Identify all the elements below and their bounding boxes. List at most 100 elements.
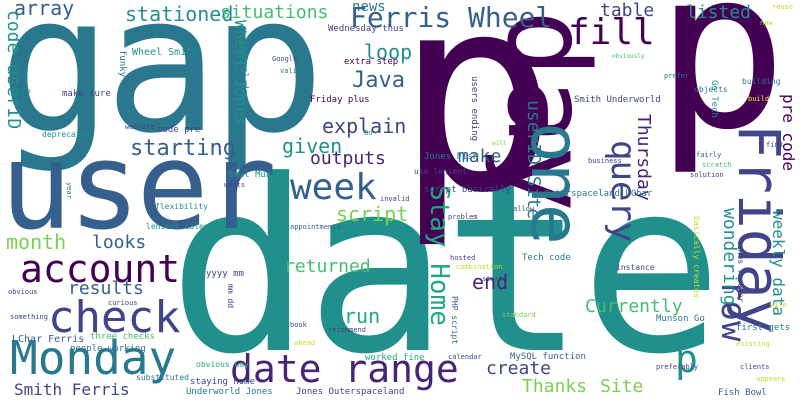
word-thursday: Thursday (633, 114, 654, 201)
word-solution: solution (690, 171, 724, 179)
word-create: create (486, 358, 552, 379)
word-code-userid: code userID (3, 10, 24, 130)
word-mysql-function: MySQL function (510, 352, 586, 362)
word-stay-home: Stay Home (424, 185, 454, 326)
word-script-basically: script basically (424, 185, 511, 195)
word-java: Java (352, 68, 405, 93)
word-business: business (588, 157, 622, 165)
word-lenient-calendar: lenient calendar (146, 222, 224, 231)
word-table: table (600, 0, 655, 21)
word-site: Site (600, 376, 644, 397)
word-existing: existing (736, 340, 770, 348)
word-users-ending: users ending (469, 76, 479, 142)
word-outputs: outputs (310, 148, 386, 169)
word-userid-site: userID Site (523, 100, 544, 220)
word-gap: gap (0, 0, 325, 175)
word-munson-go: Munson Go (656, 314, 705, 324)
word-appears: appears (756, 375, 786, 383)
word-hosted: hosted (450, 254, 476, 262)
word-looks: looks (92, 232, 147, 253)
word-worked-fine: worked fine (365, 353, 425, 363)
word-make-sure: make sure (62, 89, 111, 99)
word-make: make (458, 146, 502, 167)
word-monday: Monday (10, 331, 177, 385)
word-outerspaceland-lchar: Outerspaceland LChar (544, 189, 653, 199)
word-currently: Currently (585, 296, 683, 317)
word-given: given (282, 134, 343, 158)
word-fish-bowl: Fish Bowl (718, 388, 767, 398)
word-lchar-ferris: LChar Ferris (12, 334, 85, 345)
word-invalid: invalid (380, 195, 410, 203)
word-reuse: reuse (772, 3, 794, 11)
word-allow: allow (513, 205, 535, 213)
word-results: results (68, 278, 144, 299)
word-year: year (65, 182, 73, 199)
word-scratch: scratch (702, 161, 732, 169)
word-first-gets: first gets (736, 323, 791, 333)
word-jones-fish: Jones Fish (424, 152, 479, 162)
word-top: top (18, 87, 31, 95)
word-substituted: substituted (136, 373, 189, 382)
word-obvious: obvious (8, 288, 38, 296)
word-wheel-smith: Wheel Smith (132, 47, 199, 58)
word-check: check (48, 292, 181, 343)
word-month: month (6, 230, 67, 254)
word-building: building (742, 77, 781, 86)
word-staying-home: staying home (190, 377, 256, 387)
word-php-script: PHP script (450, 296, 459, 345)
word-people-working: people working (70, 344, 146, 354)
word-several-days: several days (239, 40, 249, 106)
word-starting: starting (130, 136, 236, 161)
word-date: date (168, 130, 723, 400)
word-user: user (0, 118, 277, 257)
word-recommend: recommend (328, 326, 366, 334)
word-find: find (766, 141, 783, 149)
word-smith-ferris: Smith Ferris (14, 380, 130, 399)
word-prefer: prefer (664, 72, 690, 80)
word-book: book (290, 321, 307, 329)
word-start: start (482, 275, 504, 283)
word-bowl-munson: Bowl Munson (228, 170, 288, 180)
word-stationed: stationed (125, 2, 234, 26)
word-standard: standard (502, 311, 536, 319)
word-curious: curious (108, 299, 138, 307)
word-obvious-way: obvious way (196, 360, 249, 369)
word-now: now (760, 19, 773, 27)
word-valid: valid (280, 67, 302, 75)
word-underworld-jones: Underworld Jones (186, 387, 273, 397)
word-something: something (10, 313, 48, 321)
word-account: account (20, 247, 181, 291)
word-clients: clients (740, 363, 770, 371)
word-fairly: fairly (696, 151, 722, 159)
word-thanks: Thanks (522, 376, 588, 397)
word-p-3: p (675, 337, 698, 381)
word-p: p (395, 0, 558, 252)
word-returned: returned (284, 256, 371, 277)
word-flexibility: flexibility (155, 202, 208, 211)
word-news: news (352, 0, 386, 15)
word-obviously: obviously (612, 53, 645, 60)
word-funky-script: funky script (117, 50, 127, 116)
word-problem: problem (448, 213, 478, 221)
word-calendar: calendar (448, 353, 482, 361)
word-code-pre: code pre (157, 125, 201, 135)
word-smith-underworld: Smith Underworld (574, 95, 661, 105)
word-build: build (748, 95, 770, 103)
word-fill: fill (568, 12, 655, 53)
word-objects: objects (694, 85, 728, 94)
word-google: Google (272, 55, 298, 63)
word-p-2: p (655, 0, 788, 178)
word-week: week (290, 167, 377, 208)
word-end: end (472, 270, 509, 294)
word-script: script (336, 202, 409, 226)
word-go: Go (364, 129, 373, 137)
word-situations: situations (220, 2, 329, 23)
word-explain: explain (322, 114, 407, 138)
word-tech-code: Tech code (522, 253, 571, 263)
word-three-checks: three checks (90, 332, 156, 342)
word-basically-creates: basically creates (692, 216, 701, 298)
word-loop: loop (364, 40, 413, 64)
word-yyyy-mm: yyyy mm (206, 269, 244, 279)
word-ahead: ahead (294, 339, 316, 347)
